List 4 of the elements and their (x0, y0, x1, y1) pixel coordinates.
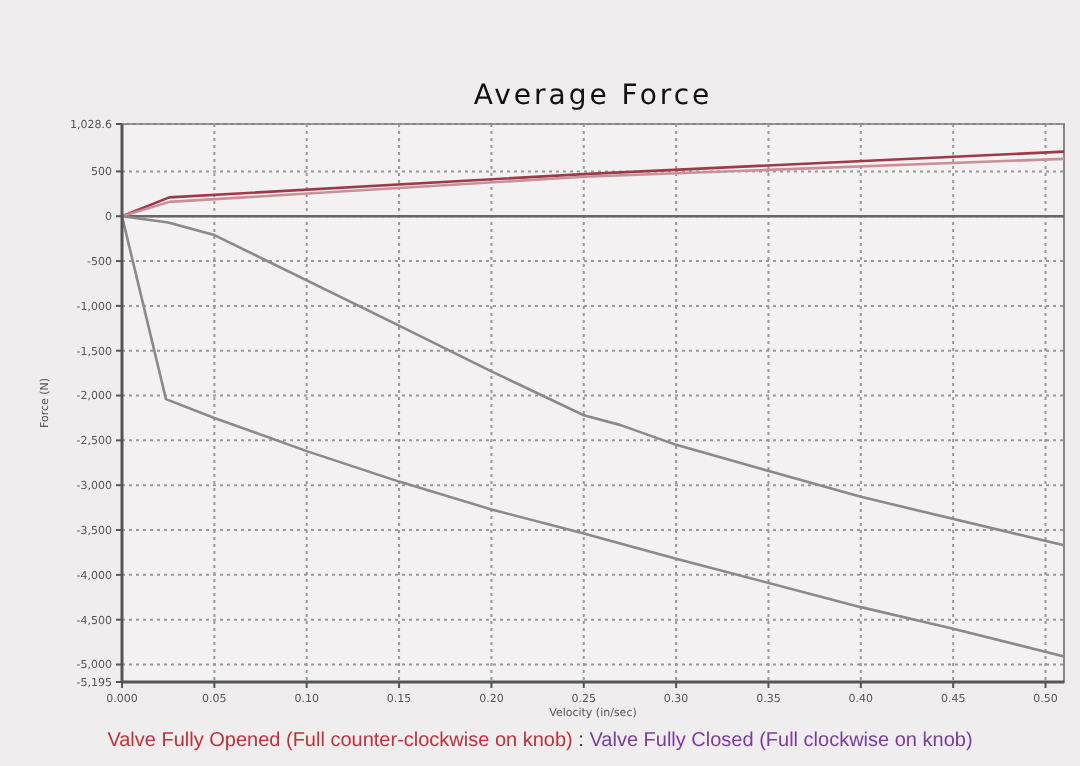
chart-title: Average Force (473, 80, 713, 112)
text: Valve Fully Opened (Full counter-clockwise on knob) (107, 730, 573, 752)
text: : (572, 730, 584, 752)
text: Valve Fully Closed (Full clockwise on knob) (583, 730, 973, 752)
